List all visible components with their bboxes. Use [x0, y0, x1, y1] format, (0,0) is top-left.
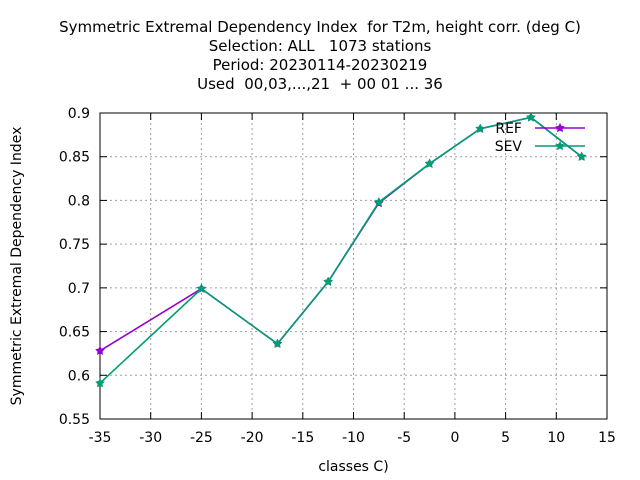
chart-title-line-3: Period: 20230114-20230219	[212, 56, 428, 74]
x-axis-label: classes C)	[318, 459, 388, 475]
y-tick-label: 0.6	[68, 368, 90, 384]
data-point-sev	[95, 378, 105, 388]
legend-label-ref: REF	[495, 121, 522, 137]
chart-title-line-4: Used 00,03,...,21 + 00 01 ... 36	[197, 75, 443, 93]
legend-label-sev: SEV	[495, 139, 523, 155]
x-tick-label: 15	[598, 430, 616, 446]
y-tick-label: 0.75	[59, 237, 90, 253]
x-tick-label: 0	[450, 430, 459, 446]
legend-marker-sev	[555, 140, 565, 151]
y-tick-label: 0.8	[68, 193, 90, 209]
y-tick-label: 0.7	[68, 281, 90, 297]
data-point-sev	[374, 197, 384, 207]
series-line-sev	[99, 116, 583, 384]
data-point-sev	[424, 158, 435, 168]
data-point-sev	[272, 338, 283, 348]
data-point-sev	[196, 283, 207, 293]
y-tick-label: 0.85	[59, 150, 90, 166]
data-point-sev	[475, 123, 486, 133]
legend-marker-ref	[555, 122, 565, 133]
grid-layer	[100, 113, 607, 419]
x-tick-label: -25	[190, 430, 213, 446]
plot-frame	[99, 112, 608, 420]
tick-layer: -35 -30 -25 -20 -15 -10 -5 0 5 10 15 0.55 0.6 0.65 0.7…	[59, 106, 616, 446]
chart-title-line-1: Symmetric Extremal Dependency Index for …	[59, 18, 581, 36]
x-tick-label: -15	[291, 430, 314, 446]
x-tick-label: -30	[139, 430, 162, 446]
data-point-sev	[323, 276, 333, 286]
x-tick-label: -5	[397, 430, 411, 446]
x-tick-label: 10	[547, 430, 565, 446]
y-tick-label: 0.65	[59, 325, 90, 341]
x-tick-label: -20	[241, 430, 264, 446]
data-point-ref	[95, 345, 105, 355]
x-tick-label: -10	[342, 430, 365, 446]
y-tick-label: 0.9	[68, 106, 90, 122]
series-layer	[95, 112, 587, 388]
x-tick-label: 5	[501, 430, 510, 446]
y-tick-label: 0.55	[59, 412, 90, 428]
data-point-sev	[526, 112, 536, 122]
y-axis-label: Symmetric Extremal Dependency Index	[9, 127, 25, 406]
chart-title-line-2: Selection: ALL 1073 stations	[208, 37, 432, 55]
legend: REF SEV	[495, 121, 585, 155]
data-point-sev	[576, 151, 587, 161]
x-tick-label: -35	[89, 430, 112, 446]
